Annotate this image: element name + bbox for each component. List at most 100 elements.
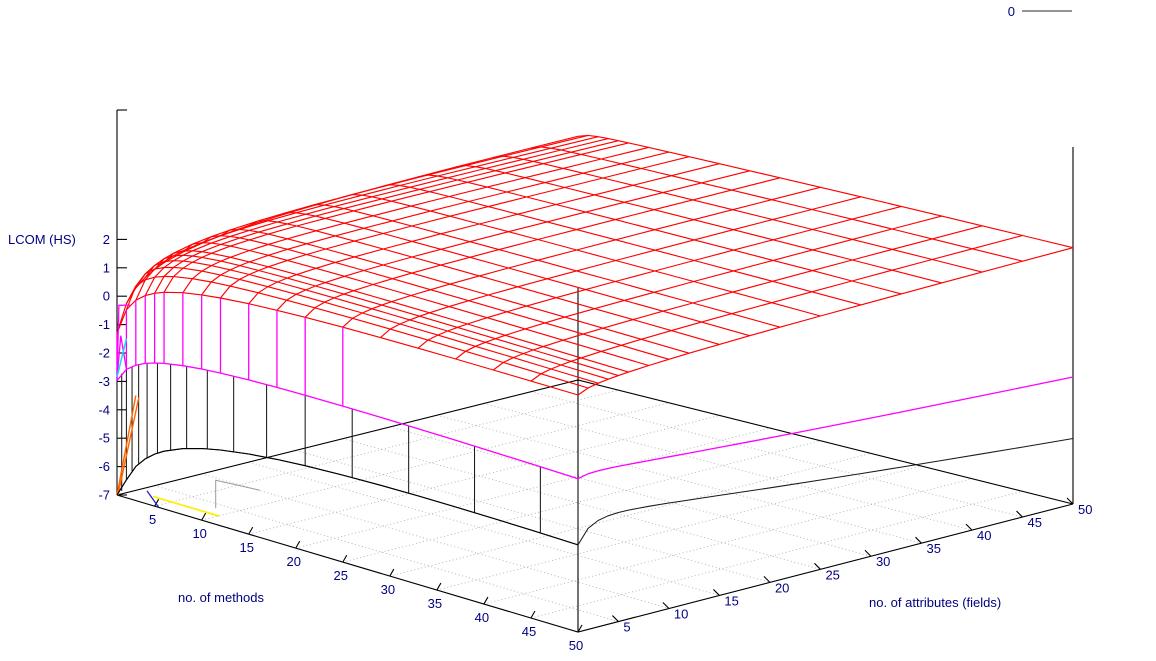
y-axis-tick-mark	[612, 615, 619, 622]
z-axis-tick-label: -3	[98, 374, 110, 389]
upper-sheet-isoline-x	[492, 225, 983, 371]
upper-sheet-isoline-x	[577, 247, 1074, 396]
z-axis-tick-label: 0	[103, 289, 110, 304]
surface-mesh-edge-accents	[116, 338, 140, 496]
y-axis-tick-mark	[915, 536, 922, 544]
x-axis-tick-mark	[389, 568, 395, 577]
upper-sheet-isoline-x	[135, 136, 599, 301]
upper-sheet-isoline-x	[342, 186, 821, 328]
x-axis-tick-label: 30	[381, 582, 395, 597]
surface-rim-line	[116, 447, 579, 546]
base-origin-guide	[215, 479, 260, 509]
x-axis-tick-label: 45	[522, 624, 536, 639]
x-axis-tick-mark	[248, 526, 254, 535]
x-axis-title: no. of methods	[178, 590, 264, 605]
x-axis-tick-label: 35	[428, 596, 442, 611]
lower-sheet-near-edge	[116, 447, 579, 546]
upper-sheet-isoline-y	[135, 266, 599, 384]
base-grid-line-y	[248, 461, 720, 596]
edge-accent-cyan	[116, 338, 128, 378]
upper-sheet-isoline-y	[530, 146, 1023, 262]
upper-sheet-isoline-x	[304, 177, 781, 318]
x-axis-tick-label: 25	[334, 568, 348, 583]
z-axis-title: LCOM (HS)	[8, 232, 76, 247]
base-plane-projections	[146, 479, 260, 517]
base-grid-line-x	[483, 478, 973, 605]
mid-sheet-left-riser-outer	[116, 304, 131, 379]
upper-sheet-isoline-x	[455, 215, 942, 360]
base-grid-line-y	[436, 414, 922, 544]
surface-bottom-rim	[116, 447, 579, 546]
x-axis-tick-mark	[577, 624, 583, 633]
edge-accent-orange-b	[117, 397, 140, 496]
x-axis-tick-label: 5	[149, 512, 156, 527]
base-grid-line-y	[154, 485, 619, 622]
y-axis-tick-label: 30	[876, 554, 890, 569]
z-axis-tick-label: -5	[98, 431, 110, 446]
x-axis-tick-labels: 5 10 15 20 25 30 35 40 45 50	[149, 512, 583, 653]
upper-sheet-isoline-x	[125, 134, 589, 311]
x-axis-tick-mark	[342, 554, 348, 563]
base-grid-line-y	[389, 426, 872, 557]
y-axis-tick-labels: 5 10 15 20 25 30 35 40 45 50	[623, 502, 1092, 635]
y-axis-tick-label: 40	[977, 528, 991, 543]
base-grid-line-x	[154, 389, 619, 507]
y-axis-tick-mark	[1066, 497, 1074, 505]
x-axis-tick-label: 15	[239, 540, 253, 555]
y-axis-tick-mark	[864, 549, 872, 557]
upper-sheet-isoline-x	[182, 146, 649, 294]
y-axis-tick-label: 20	[775, 580, 789, 595]
base-grid-line-y	[295, 449, 771, 583]
upper-sheet-isoline-x	[417, 205, 902, 349]
base-grid-line-x	[389, 452, 872, 577]
y-axis-tick-label: 45	[1027, 515, 1041, 530]
base-projection-yellow-line	[152, 495, 220, 517]
upper-sheet-isoline-x	[380, 196, 862, 339]
y-axis-tick-mark	[763, 575, 771, 583]
upper-sheet-isoline-y	[248, 220, 720, 345]
y-axis-tick-label: 10	[674, 606, 688, 621]
z-axis-tick-labels: 2 1 0 -1 -2 -3 -4 -5 -6 -7	[98, 232, 110, 503]
base-grid-line-y	[530, 391, 1023, 518]
z-axis-tick-label: -7	[98, 488, 110, 503]
upper-sheet-isoline-y	[125, 275, 589, 389]
upper-sheet-isoline-x	[163, 142, 629, 293]
base-grid-line-y	[483, 403, 973, 531]
x-axis-tick-mark	[295, 540, 301, 549]
z-axis-tick-label: 2	[103, 232, 110, 247]
upper-sheet-isoline-x	[276, 170, 750, 311]
x-axis-tick-label: 10	[192, 526, 206, 541]
base-grid-line-y	[342, 438, 821, 570]
x-axis-tick-label: 20	[287, 554, 301, 569]
upper-sheet-isoline-y	[144, 260, 609, 380]
y-axis-tick-label: 15	[724, 593, 738, 608]
x-axis-tick-label: 40	[475, 610, 489, 625]
upper-sheet-isoline-x	[248, 163, 720, 305]
base-grid-line-x	[248, 414, 720, 535]
upper-sheet-isoline-x	[116, 135, 579, 334]
y-axis-tick-mark	[965, 523, 973, 531]
x-axis-tick-mark	[436, 582, 442, 591]
lower-sheet-far-edge	[577, 437, 1074, 546]
y-axis-tick-label: 25	[825, 567, 839, 582]
x-axis-tick-mark	[201, 512, 207, 521]
y-axis-tick-mark	[713, 589, 720, 596]
y-axis-tick-label: 5	[623, 620, 630, 635]
surface-mesh-mid-magenta	[116, 292, 1074, 480]
base-grid-line-x	[201, 402, 670, 521]
y-axis-tick-mark	[662, 602, 670, 609]
base-front-edges	[116, 494, 1074, 633]
upper-sheet-isoline-x	[154, 140, 619, 294]
base-plane-tick-marks	[154, 497, 1074, 633]
surface-mesh-upper-red	[116, 134, 1074, 396]
x-axis-tick-mark	[154, 498, 160, 507]
y-axis-tick-mark	[814, 562, 821, 570]
z-axis-tick-label: -6	[98, 459, 110, 474]
surface-mesh-lower-black	[116, 363, 1074, 546]
upper-sheet-isoline-x	[220, 156, 690, 299]
legend-entry-label: 0	[1008, 4, 1015, 19]
mid-sheet-far-edge	[577, 376, 1074, 480]
upper-sheet-isoline-x	[201, 151, 670, 296]
